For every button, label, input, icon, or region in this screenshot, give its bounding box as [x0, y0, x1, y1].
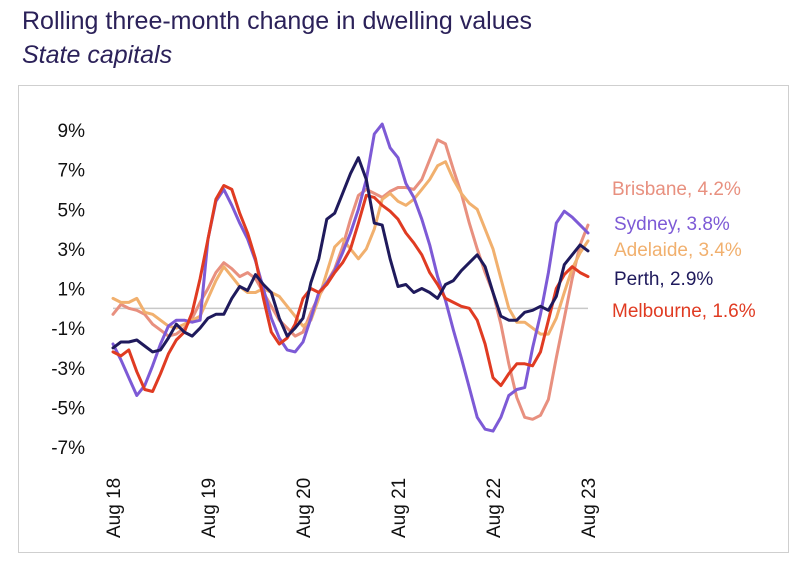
x-tick-label: Aug 20	[294, 478, 315, 538]
x-tick-label: Aug 23	[579, 478, 600, 538]
y-tick-label: -1%	[51, 319, 85, 340]
chart-subtitle: State capitals	[22, 41, 173, 69]
x-tick-label: Aug 18	[104, 478, 125, 538]
y-axis-ticks: 9% 7% 5% 3% 1% -1% -3% -5% -7%	[51, 121, 85, 459]
legend-label-sydney: Sydney, 3.8%	[614, 214, 730, 235]
legend-label-adelaide: Adelaide, 3.4%	[614, 240, 742, 261]
legend: Brisbane, 4.2% Sydney, 3.8% Adelaide, 3.4%…	[612, 179, 756, 322]
legend-label-brisbane: Brisbane, 4.2%	[612, 179, 741, 200]
y-tick-label: 9%	[58, 121, 86, 142]
chart-frame	[18, 85, 789, 553]
chart-title: Rolling three-month change in dwelling v…	[22, 7, 533, 35]
legend-label-perth: Perth, 2.9%	[614, 269, 713, 290]
y-tick-label: -7%	[51, 438, 85, 459]
series-line-perth	[111, 156, 590, 354]
y-tick-label: -3%	[51, 359, 85, 380]
y-tick-label: -5%	[51, 398, 85, 419]
series-lines	[111, 122, 590, 433]
series-line-sydney	[111, 122, 590, 433]
y-tick-label: 1%	[58, 280, 86, 301]
x-tick-label: Aug 22	[484, 478, 505, 538]
series-line-melbourne	[111, 184, 590, 393]
y-tick-label: 7%	[58, 161, 86, 182]
x-axis-ticks: Aug 18 Aug 19 Aug 20 Aug 21 Aug 22 Aug 23	[104, 478, 600, 538]
y-tick-label: 3%	[58, 240, 86, 261]
x-tick-label: Aug 21	[389, 478, 410, 538]
series-line-brisbane	[111, 138, 590, 421]
y-tick-label: 5%	[58, 200, 86, 221]
x-tick-label: Aug 19	[199, 478, 220, 538]
legend-label-melbourne: Melbourne, 1.6%	[612, 301, 756, 322]
